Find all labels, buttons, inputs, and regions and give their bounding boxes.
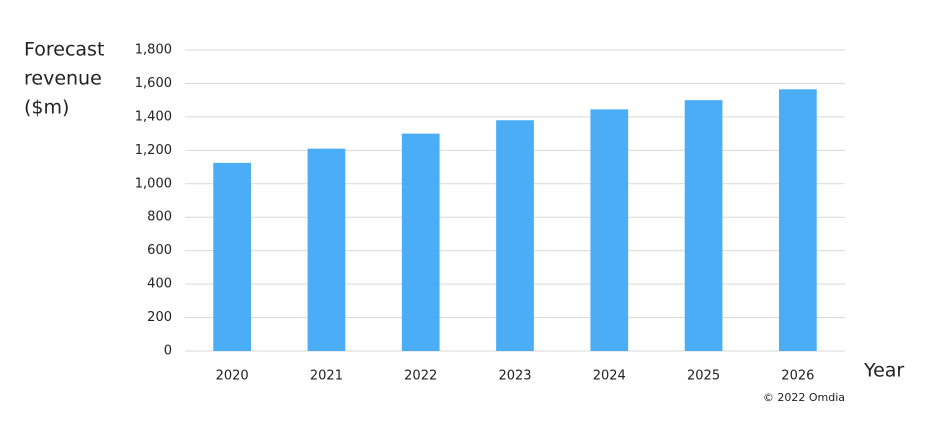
x-axis-label: Year	[863, 360, 904, 382]
y-tick-label: 1,600	[135, 76, 172, 91]
x-tick-label: 2022	[404, 369, 437, 384]
y-axis-label: Forecast	[24, 39, 104, 61]
bar	[779, 89, 817, 351]
bar	[307, 148, 346, 351]
bar	[496, 120, 534, 351]
y-axis-label: ($m)	[24, 97, 69, 119]
y-tick-label: 1,000	[135, 176, 172, 191]
y-axis-label: revenue	[24, 68, 102, 90]
x-tick-label: 2024	[593, 369, 626, 384]
y-tick-label: 400	[147, 277, 172, 292]
y-tick-label: 0	[164, 344, 172, 359]
source: © 2022 Omdia	[763, 391, 845, 404]
x-tick-label: 2025	[687, 369, 720, 384]
y-tick-label: 1,200	[135, 143, 172, 158]
y-tick-label: 800	[147, 210, 172, 225]
bar	[213, 162, 251, 351]
y-tick-label: 1,400	[135, 109, 172, 124]
y-tick-label: 1,800	[135, 43, 172, 58]
x-tick-label: 2023	[498, 369, 531, 384]
bar	[684, 100, 723, 352]
x-tick-label: 2026	[781, 369, 814, 384]
y-tick-label: 200	[147, 310, 172, 325]
y-tick-label: 600	[147, 243, 172, 258]
bar	[590, 109, 629, 351]
x-tick-label: 2021	[310, 369, 343, 384]
x-tick-label: 2020	[216, 369, 249, 384]
bar	[401, 133, 440, 351]
